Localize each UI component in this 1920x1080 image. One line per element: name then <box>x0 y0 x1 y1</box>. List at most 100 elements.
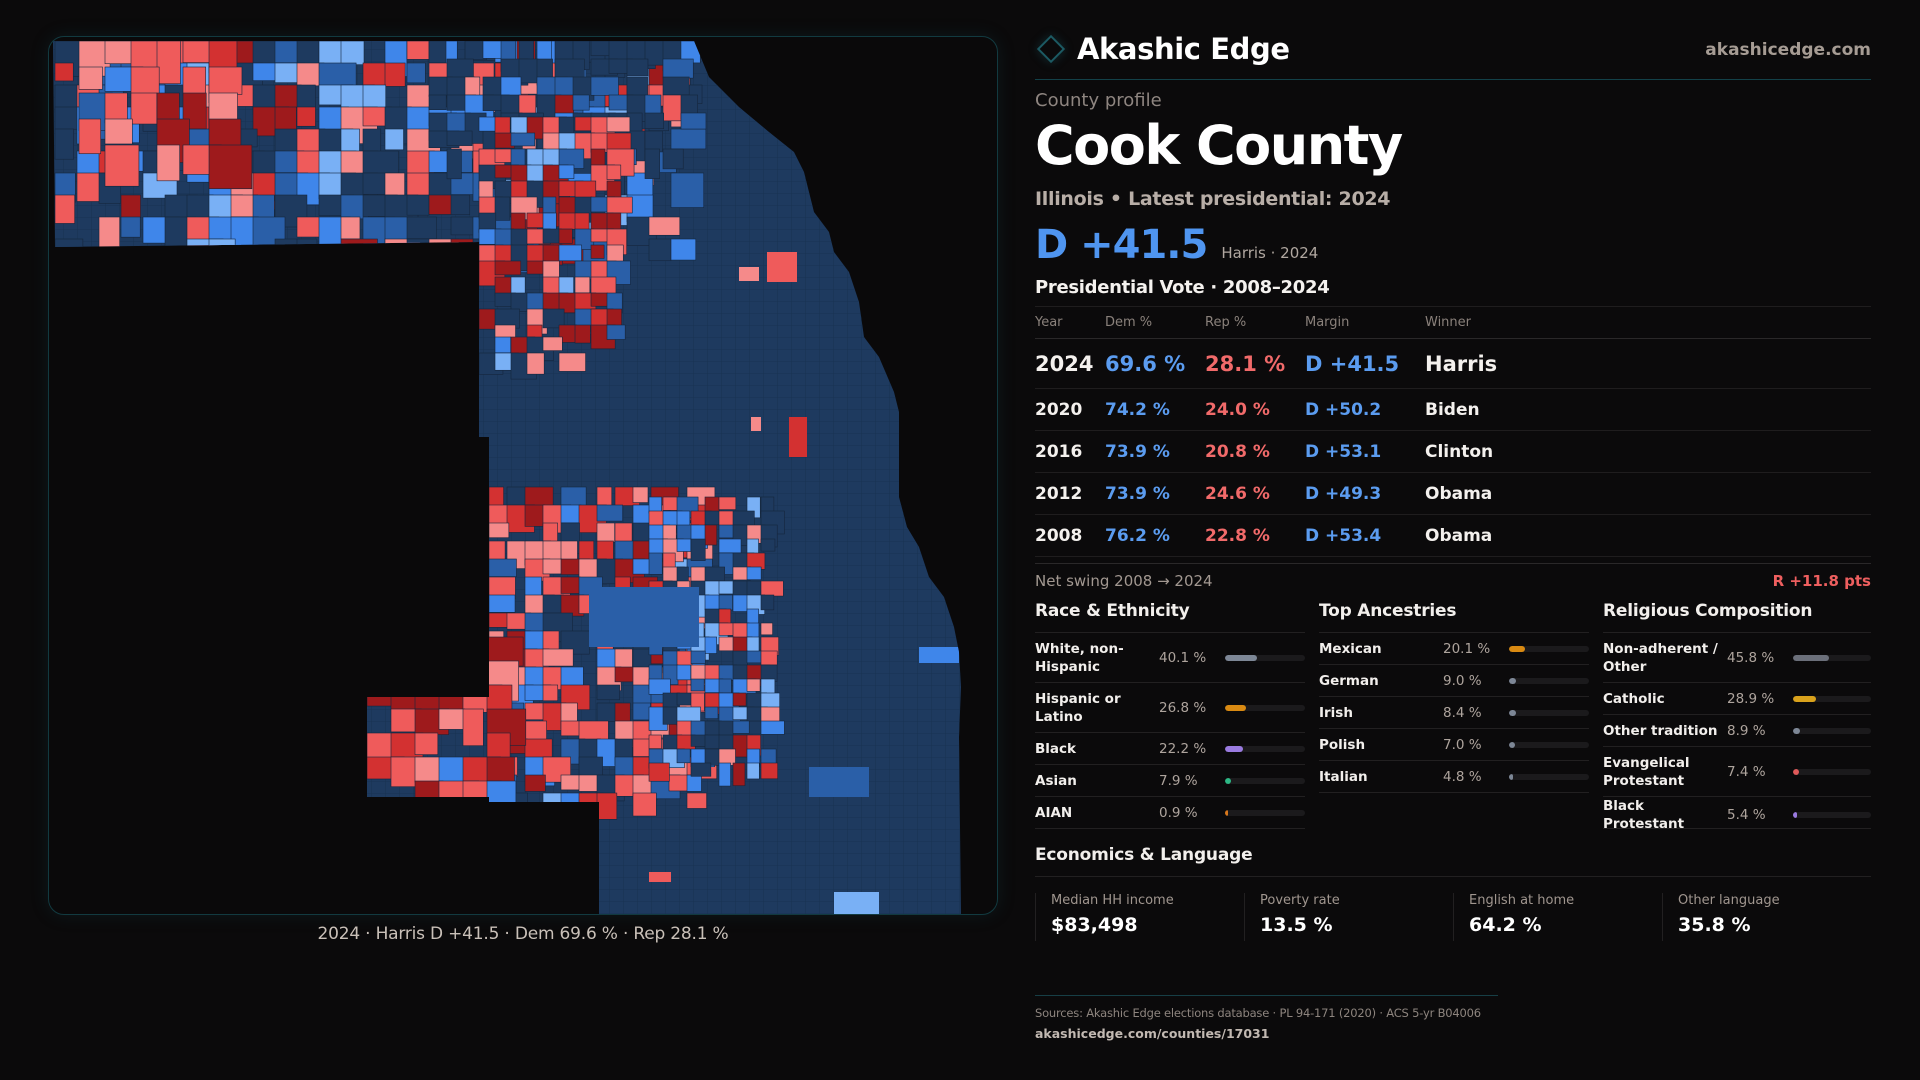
precinct-dem[interactable] <box>428 41 447 63</box>
precinct-dem[interactable] <box>590 76 619 96</box>
precinct-rep[interactable] <box>414 660 455 693</box>
precinct-rep[interactable] <box>578 720 609 741</box>
precinct-rep[interactable] <box>208 144 253 190</box>
precinct-rep[interactable] <box>54 194 75 224</box>
precinct-dem[interactable] <box>596 684 620 701</box>
precinct-rep[interactable] <box>494 260 522 276</box>
precinct-dem[interactable] <box>494 336 511 354</box>
precinct-rep[interactable] <box>524 702 546 721</box>
precinct-dem[interactable] <box>510 132 536 147</box>
precinct-rep[interactable] <box>558 352 586 372</box>
precinct-rep[interactable] <box>558 212 578 230</box>
precinct-dem[interactable] <box>704 706 719 719</box>
precinct-dem[interactable] <box>518 58 539 84</box>
precinct-dem[interactable] <box>718 762 731 787</box>
precinct-rep[interactable] <box>54 62 74 82</box>
precinct-rep[interactable] <box>574 324 591 344</box>
precinct-dem[interactable] <box>572 94 590 111</box>
precinct-patch[interactable] <box>809 767 869 797</box>
precinct-dem[interactable] <box>676 664 692 681</box>
precinct-rep[interactable] <box>438 708 465 730</box>
precinct-dem[interactable] <box>578 756 603 778</box>
precinct-rep[interactable] <box>606 132 632 152</box>
precinct-rep[interactable] <box>130 66 160 97</box>
precinct-rep[interactable] <box>340 238 378 268</box>
precinct-dem[interactable] <box>390 660 422 695</box>
precinct-dem[interactable] <box>760 594 775 611</box>
precinct-dem[interactable] <box>718 580 735 595</box>
precinct-rep[interactable] <box>732 692 747 707</box>
precinct-dem[interactable] <box>54 128 74 160</box>
precinct-rep[interactable] <box>760 706 780 724</box>
precinct-dem[interactable] <box>596 504 623 522</box>
precinct-dem[interactable] <box>670 238 697 261</box>
precinct-rep[interactable] <box>574 276 591 294</box>
precinct-rep[interactable] <box>462 636 486 673</box>
precinct-patch[interactable] <box>919 647 959 663</box>
precinct-rep[interactable] <box>524 504 545 527</box>
precinct-rep[interactable] <box>130 92 158 125</box>
precinct-dem[interactable] <box>644 112 664 129</box>
precinct-rep[interactable] <box>760 762 779 780</box>
precinct-rep[interactable] <box>542 648 574 667</box>
precinct-dem[interactable] <box>406 62 426 84</box>
precinct-rep[interactable] <box>104 92 128 124</box>
precinct-dem[interactable] <box>478 116 496 132</box>
precinct-dem[interactable] <box>488 558 517 577</box>
precinct-rep[interactable] <box>560 774 582 791</box>
precinct-patch[interactable] <box>751 417 761 431</box>
precinct-dem[interactable] <box>746 650 762 664</box>
precinct-rep[interactable] <box>606 164 622 180</box>
precinct-dem[interactable] <box>318 62 357 88</box>
precinct-rep[interactable] <box>462 660 484 687</box>
precinct-dem[interactable] <box>542 228 562 244</box>
precinct-rep[interactable] <box>414 732 439 755</box>
precinct-rep[interactable] <box>596 522 615 543</box>
precinct-dem[interactable] <box>446 130 473 146</box>
precinct-rep[interactable] <box>558 228 573 244</box>
precinct-dem[interactable] <box>676 538 692 552</box>
precinct-dem[interactable] <box>690 538 706 561</box>
precinct-dem[interactable] <box>54 106 80 130</box>
precinct-rep[interactable] <box>648 216 681 236</box>
precinct-dem[interactable] <box>446 148 462 180</box>
precinct-dem[interactable] <box>450 194 471 216</box>
precinct-rep[interactable] <box>156 41 181 85</box>
precinct-rep[interactable] <box>428 238 460 271</box>
precinct-rep[interactable] <box>662 496 679 511</box>
precinct-dem[interactable] <box>560 792 582 809</box>
precinct-rep[interactable] <box>156 144 180 182</box>
precinct-rep[interactable] <box>414 756 443 783</box>
precinct-dem[interactable] <box>296 84 316 108</box>
precinct-dem[interactable] <box>524 612 547 633</box>
precinct-dem[interactable] <box>406 238 431 262</box>
precinct-dem[interactable] <box>680 112 707 130</box>
precinct-rep[interactable] <box>428 194 453 215</box>
precinct-dem[interactable] <box>208 238 236 273</box>
precinct-dem[interactable] <box>690 650 706 664</box>
precinct-rep[interactable] <box>296 150 323 178</box>
precinct-rep[interactable] <box>606 196 633 214</box>
precinct-rep[interactable] <box>208 66 243 95</box>
precinct-rep[interactable] <box>760 622 773 636</box>
precinct-rep[interactable] <box>590 292 608 307</box>
source-url-link[interactable]: akashicedge.com/counties/17031 <box>1035 1026 1270 1041</box>
precinct-rep[interactable] <box>732 762 746 787</box>
precinct-rep[interactable] <box>384 62 406 87</box>
precinct-rep[interactable] <box>590 148 606 168</box>
precinct-rep[interactable] <box>414 636 446 664</box>
precinct-dem[interactable] <box>500 94 520 115</box>
precinct-dem[interactable] <box>558 244 582 262</box>
precinct-rep[interactable] <box>524 774 546 792</box>
precinct-dem[interactable] <box>542 594 564 614</box>
brand[interactable]: Akashic Edge <box>1035 32 1290 66</box>
precinct-patch[interactable] <box>589 587 699 647</box>
precinct-dem[interactable] <box>718 678 732 694</box>
precinct-rep[interactable] <box>494 116 511 135</box>
precinct-patch[interactable] <box>649 872 671 882</box>
precinct-rep[interactable] <box>488 522 510 539</box>
precinct-rep[interactable] <box>526 352 545 375</box>
precinct-dem[interactable] <box>648 552 663 575</box>
precinct-rep[interactable] <box>560 576 581 594</box>
precinct-dem[interactable] <box>746 762 760 780</box>
